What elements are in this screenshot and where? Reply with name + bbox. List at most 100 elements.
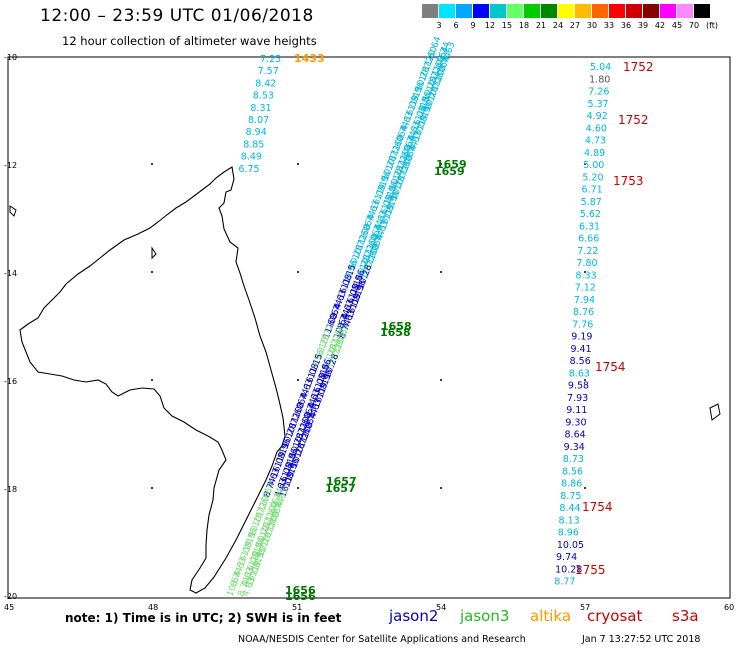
footnote: note: 1) Time is in UTC; 2) SWH is in fe…: [65, 611, 342, 625]
wave-height-label: 7.76: [572, 319, 593, 330]
wave-height-label: 9.74: [556, 552, 577, 563]
wave-height-label: 4.92: [587, 111, 608, 122]
wave-height-label: 1.80: [589, 74, 610, 85]
wave-height-label: 5.87: [581, 197, 602, 208]
legend-swatch: [541, 4, 557, 18]
legend-tick: 21: [535, 21, 547, 30]
legend-swatch: [643, 4, 659, 18]
legend-tick: 36: [620, 21, 632, 30]
time-label: 1656: [285, 590, 316, 603]
wave-height-label: 8.56: [570, 356, 591, 367]
lat-label: -12: [4, 161, 17, 170]
lat-label: -10: [4, 53, 17, 62]
west-track: 7.257.578.42 8.538.318.078.948.85 8.496.75…: [238, 52, 324, 175]
wave-height-label: 8.85: [243, 139, 264, 150]
sat-jason3: jason3: [460, 607, 510, 625]
legend-swatch: [575, 4, 591, 18]
map-frame: [7, 56, 731, 599]
legend-swatch: [524, 4, 540, 18]
wave-height-label: 9.11: [566, 405, 587, 416]
wave-height-label: 7.12: [575, 283, 596, 294]
wave-height-label: 4.73: [585, 136, 606, 147]
time-label: 1657: [326, 475, 357, 488]
east-track: 5.041.80 7.265.374.924.60 4.734.895.005.20…: [554, 60, 653, 588]
wave-height-label: 8.13: [559, 515, 580, 526]
sat-s3a: s3a: [672, 607, 699, 625]
wave-height-label: 6.75: [238, 164, 259, 175]
legend-swatch: [558, 4, 574, 18]
wave-height-label: 8.96: [558, 528, 579, 539]
time-label: 1657: [325, 482, 356, 495]
legend-tick: 15: [501, 21, 513, 30]
legend-tick: 24: [552, 21, 564, 30]
wave-height-label: 8.53: [253, 91, 274, 102]
wave-height-label: 7.22: [577, 246, 598, 257]
lon-label: 45: [4, 603, 14, 612]
credit-text: NOAA/NESDIS Center for Satellite Applica…: [238, 634, 526, 645]
island-outline: [709, 403, 721, 421]
lon-label: 57: [580, 603, 590, 612]
legend-swatch: [660, 4, 676, 18]
legend-tick: 30: [586, 21, 598, 30]
lon-label: 54: [436, 603, 446, 612]
legend-tick: 42: [654, 21, 666, 30]
grid-dots: [151, 163, 586, 489]
time-label: 1753: [613, 174, 644, 188]
wave-height-label: 9.58: [568, 381, 589, 392]
time-label: 1656: [285, 584, 316, 597]
lat-label: -20: [4, 592, 17, 601]
wave-height-label: 7.93: [567, 393, 588, 404]
time-label: 1752: [623, 60, 654, 74]
legend-swatch: [507, 4, 523, 18]
wave-height-label: 6.31: [579, 221, 600, 232]
generated-timestamp: Jan 7 13:27:52 UTC 2018: [582, 634, 701, 645]
wave-height-label: 8.76: [573, 307, 594, 318]
map-title: 12:00 – 23:59 UTC 01/06/2018: [40, 6, 314, 26]
legend-swatch: [694, 4, 710, 18]
wave-height-label: 8.86: [561, 479, 582, 490]
wave-height-label: 7.25: [260, 54, 281, 65]
wave-height-label: 8.63: [569, 368, 590, 379]
legend-tick: 33: [603, 21, 615, 30]
legend-tick: 27: [569, 21, 581, 30]
wave-height-label: 8.31: [250, 103, 271, 114]
sat-cryosat: cryosat: [587, 607, 643, 625]
time-label: 1433: [294, 52, 325, 65]
legend-tick: 18: [518, 21, 530, 30]
time-label: 1754: [595, 360, 626, 374]
wave-height-label: 8.07: [248, 115, 269, 126]
wave-height-label: 7.57: [258, 66, 279, 77]
legend-swatch: [439, 4, 455, 18]
wave-height-label: 5.00: [583, 160, 604, 171]
map-subtitle: 12 hour collection of altimeter wave hei…: [62, 34, 317, 48]
island-outline: [9, 205, 17, 217]
wave-height-label: 10.28: [555, 564, 582, 575]
wave-height-label: 9.19: [571, 332, 592, 343]
time-label: 1658: [380, 326, 411, 339]
wave-height-label: 7.94: [574, 295, 595, 306]
legend-swatch: [456, 4, 472, 18]
legend-swatch: [422, 4, 438, 18]
lat-label: -14: [4, 269, 17, 278]
legend-swatch: [677, 4, 693, 18]
wave-height-label: 7.26: [588, 87, 609, 98]
wave-height-label: 8.75: [560, 491, 581, 502]
legend-swatch: [592, 4, 608, 18]
time-label: 1659: [434, 165, 465, 178]
wave-height-label: 8.77: [554, 577, 575, 588]
legend-swatch: [626, 4, 642, 18]
wave-height-label: 8.49: [241, 152, 262, 163]
wave-height-label: 8.64: [565, 430, 586, 441]
legend-tick: 39: [637, 21, 649, 30]
wave-height-label: 7.80: [576, 258, 597, 269]
island-outline: [151, 246, 157, 260]
wave-height-label: 5.62: [580, 209, 601, 220]
wave-height-label: 6.71: [582, 185, 603, 196]
wave-height-label: 6.66: [578, 234, 599, 245]
lon-label: 60: [724, 603, 734, 612]
legend-unit: (ft): [705, 21, 719, 30]
wave-height-label: 9.30: [565, 417, 586, 428]
legend-tick: 12: [484, 21, 496, 30]
